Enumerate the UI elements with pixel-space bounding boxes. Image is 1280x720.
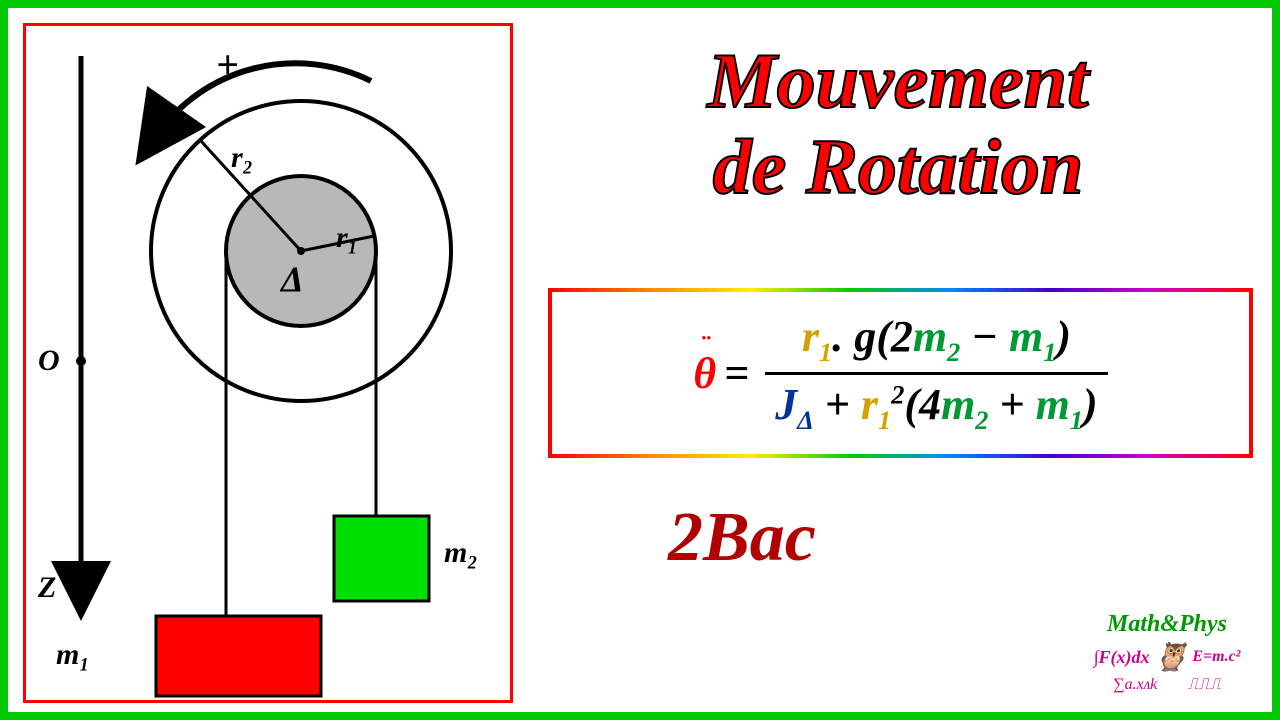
m1-label: m₁	[56, 638, 90, 672]
denominator: JΔ + r12(4m2 + m1)	[765, 372, 1107, 436]
level-badge: 2Bac	[668, 498, 816, 578]
m2-label: m₂	[444, 536, 478, 570]
origin-label: O	[38, 344, 60, 378]
mass-m2-block	[334, 516, 429, 601]
logo-emc: E=m.c²	[1192, 648, 1240, 666]
brand-logo: Math&Phys ∫F(x)dx 🦉 E=m.c² ∑a.xᴧk ⎍⎍⎍	[1087, 611, 1247, 694]
owl-icon: 🦉	[1153, 640, 1188, 674]
mass-m1-block	[156, 616, 321, 696]
logo-fx: ∫F(x)dx	[1094, 647, 1150, 668]
numerator: r1. g(2m2 − m1)	[792, 311, 1081, 372]
theta-ddot: ¨ θ	[693, 348, 716, 399]
origin-point	[76, 356, 86, 366]
r1-label: r₁	[336, 221, 358, 255]
diagram-svg	[26, 26, 516, 706]
plus-label: +	[216, 41, 239, 88]
brand-name: Math&Phys	[1087, 611, 1247, 638]
title-line2: de Rotation	[713, 123, 1084, 210]
physics-diagram: + r₂ r₁ Δ O Z m₁ m₂	[23, 23, 513, 703]
logo-sigma: ∑a.xᴧk	[1113, 676, 1157, 694]
page-title: Mouvement de Rotation	[538, 38, 1258, 210]
r2-label: r₂	[231, 141, 253, 175]
formula-box: ¨ θ = r1. g(2m2 − m1) JΔ + r12(4m2 + m1)	[548, 288, 1253, 458]
fraction: r1. g(2m2 − m1) JΔ + r12(4m2 + m1)	[765, 311, 1107, 436]
z-label: Z	[38, 571, 56, 605]
title-line1: Mouvement	[707, 37, 1088, 124]
logo-wave: ⎍⎍⎍	[1187, 676, 1221, 694]
equals: =	[724, 348, 749, 399]
delta-label: Δ	[281, 258, 304, 300]
